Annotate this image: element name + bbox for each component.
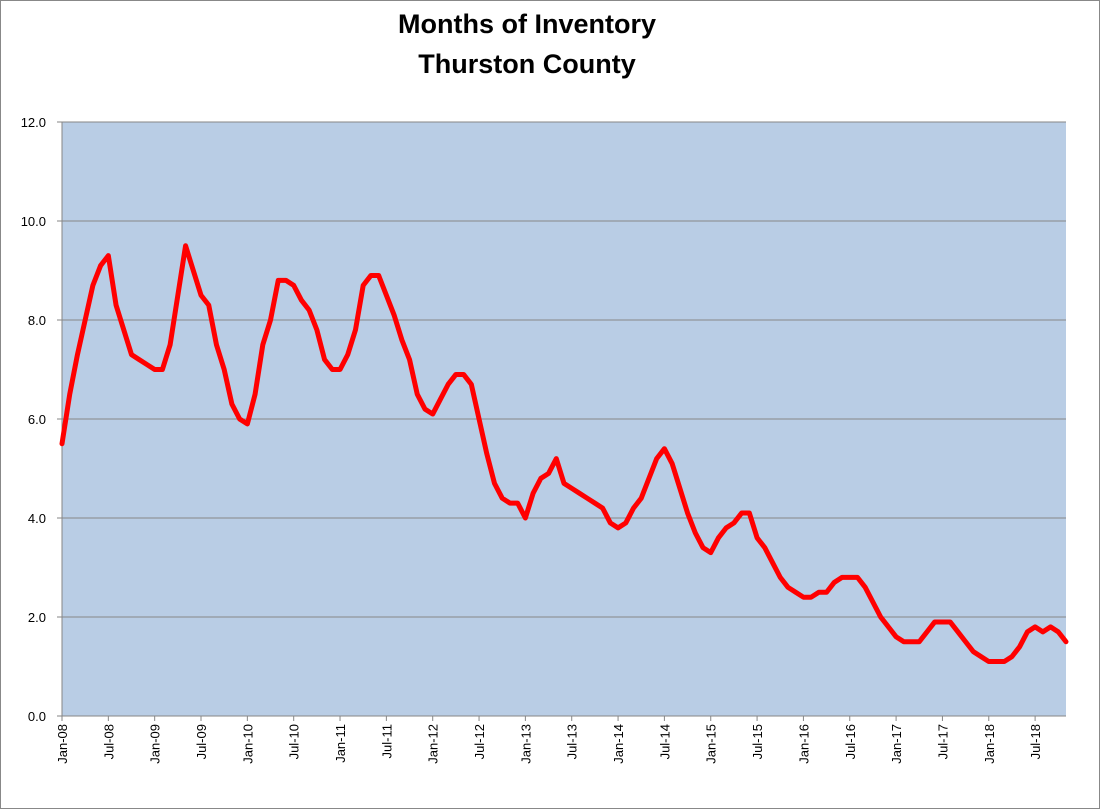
chart-title: Months of Inventory: [398, 9, 656, 39]
x-tick-label: Jan-16: [796, 724, 811, 764]
y-tick-label: 2.0: [28, 610, 46, 625]
data-line: [59, 243, 1069, 665]
x-tick-label: Jan-18: [982, 724, 997, 764]
x-tick-label: Jul-17: [935, 724, 950, 759]
y-tick-label: 0.0: [28, 709, 46, 724]
y-tick-label: 6.0: [28, 412, 46, 427]
x-tick-label: Jul-12: [472, 724, 487, 759]
x-tick-label: Jan-14: [611, 724, 626, 764]
x-tick-label: Jan-12: [426, 724, 441, 764]
x-tick-label: Jul-18: [1028, 724, 1043, 759]
y-tick-label: 4.0: [28, 511, 46, 526]
chart-subtitle: Thurston County: [418, 49, 635, 79]
x-tick-label: Jan-09: [148, 724, 163, 764]
x-tick-label: Jan-13: [518, 724, 533, 764]
x-tick-label: Jul-08: [101, 724, 116, 759]
x-tick-label: Jul-16: [843, 724, 858, 759]
y-tick-label: 8.0: [28, 313, 46, 328]
x-tick-label: Jul-09: [194, 724, 209, 759]
x-tick-label: Jan-15: [704, 724, 719, 764]
x-tick-label: Jul-10: [287, 724, 302, 759]
x-tick-label: Jul-13: [565, 724, 580, 759]
x-tick-label: Jul-11: [379, 724, 394, 758]
x-tick-label: Jan-10: [240, 724, 255, 764]
x-tick-label: Jan-11: [333, 724, 348, 763]
y-tick-label: 12.0: [21, 115, 46, 130]
x-tick-label: Jan-08: [55, 724, 70, 764]
x-tick-label: Jul-15: [750, 724, 765, 759]
y-tick-label: 10.0: [21, 214, 46, 229]
x-tick-label: Jul-14: [657, 724, 672, 759]
x-tick-label: Jan-17: [889, 724, 904, 764]
